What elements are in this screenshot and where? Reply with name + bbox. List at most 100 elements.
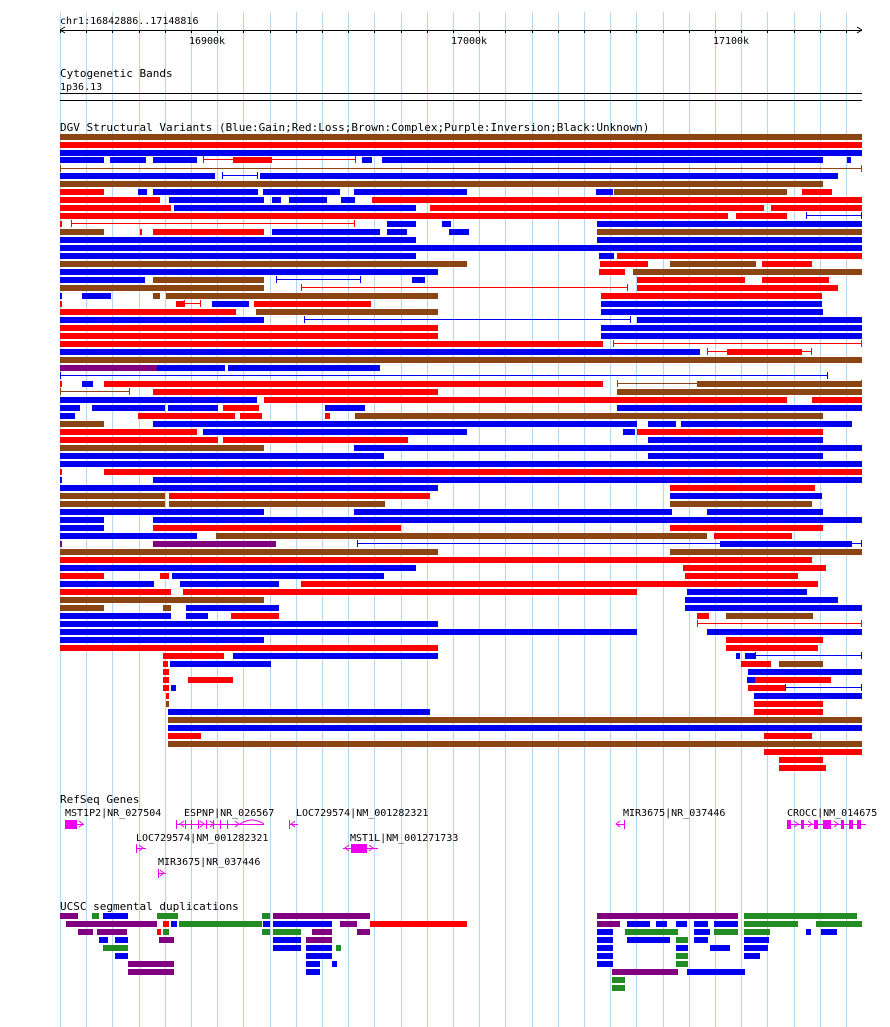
gene-strand-arrow bbox=[833, 820, 839, 828]
dgv-variant-end bbox=[630, 316, 631, 323]
cytoband-label: 1p36.13 bbox=[60, 82, 102, 93]
segdup-feature bbox=[262, 929, 270, 935]
ruler-tick bbox=[505, 30, 506, 33]
dgv-variant bbox=[60, 397, 257, 403]
dgv-variant bbox=[60, 405, 80, 411]
track-title-dgv[interactable]: DGV Structural Variants (Blue:Gain;Red:L… bbox=[60, 121, 649, 134]
dgv-variant bbox=[802, 189, 832, 195]
dgv-variant bbox=[60, 565, 416, 571]
dgv-variant-link bbox=[60, 391, 130, 392]
gene-intron bbox=[239, 819, 265, 825]
segdup-feature bbox=[306, 953, 332, 959]
gene-label[interactable]: LOC729574|NM_001282321 bbox=[296, 808, 428, 819]
segdup-feature bbox=[306, 945, 332, 951]
dgv-variant bbox=[223, 437, 408, 443]
gene-intron bbox=[158, 873, 166, 874]
dgv-variant bbox=[60, 229, 104, 235]
dgv-variant bbox=[596, 189, 613, 195]
dgv-variant bbox=[92, 405, 165, 411]
dgv-variant bbox=[60, 357, 862, 363]
dgv-variant-link bbox=[222, 175, 258, 176]
gene-tick bbox=[185, 820, 186, 829]
dgv-variant bbox=[60, 277, 145, 283]
gene-label[interactable]: MIR3675|NR_037446 bbox=[623, 808, 725, 819]
dgv-variant bbox=[60, 181, 823, 187]
segdup-feature bbox=[676, 961, 688, 967]
dgv-variant bbox=[60, 541, 62, 547]
segdup-feature bbox=[597, 921, 620, 927]
segdup-feature bbox=[816, 921, 862, 927]
dgv-variant bbox=[707, 629, 862, 635]
gene-tick bbox=[191, 820, 192, 829]
dgv-variant bbox=[779, 661, 823, 667]
dgv-variant-end bbox=[184, 300, 185, 307]
dgv-variant bbox=[153, 541, 276, 547]
position-label: chr1:16842886..17148816 bbox=[60, 16, 198, 27]
gene-exon bbox=[351, 844, 367, 853]
dgv-variant bbox=[153, 277, 264, 283]
dgv-variant-link bbox=[806, 215, 862, 216]
dgv-variant bbox=[163, 685, 169, 691]
segdup-feature bbox=[625, 929, 678, 935]
dgv-features[interactable] bbox=[60, 134, 862, 771]
segdup-feature bbox=[612, 977, 625, 983]
dgv-variant bbox=[168, 725, 862, 731]
dgv-variant bbox=[812, 397, 862, 403]
track-title-refseq[interactable]: RefSeq Genes bbox=[60, 793, 139, 806]
segdup-feature bbox=[273, 921, 332, 927]
dgv-variant bbox=[153, 157, 197, 163]
segdup-feature bbox=[744, 913, 857, 919]
dgv-variant bbox=[157, 365, 225, 371]
gene-label[interactable]: MST1P2|NR_027504 bbox=[65, 808, 161, 819]
dgv-variant bbox=[633, 269, 862, 275]
dgv-variant bbox=[104, 381, 603, 387]
ruler bbox=[59, 26, 863, 34]
gene-models[interactable] bbox=[65, 819, 866, 878]
dgv-variant bbox=[60, 341, 603, 347]
dgv-variant bbox=[60, 189, 104, 195]
dgv-variant bbox=[223, 405, 259, 411]
dgv-variant bbox=[60, 461, 862, 467]
ruler-tick bbox=[112, 30, 113, 33]
dgv-variant bbox=[212, 301, 249, 307]
dgv-variant bbox=[60, 573, 104, 579]
dgv-variant bbox=[60, 293, 62, 299]
dgv-variant bbox=[153, 477, 862, 483]
segdup-features[interactable] bbox=[60, 913, 862, 991]
ruler-tick bbox=[60, 30, 61, 33]
dgv-variant-end bbox=[71, 220, 72, 227]
dgv-variant bbox=[168, 733, 201, 739]
track-title-segdups[interactable]: UCSC segmental duplications bbox=[60, 900, 239, 913]
segdup-feature bbox=[612, 969, 678, 975]
gene-label[interactable]: CROCC|NM_014675 bbox=[787, 808, 877, 819]
dgv-variant bbox=[355, 413, 823, 419]
dgv-variant bbox=[755, 677, 831, 683]
gene-label[interactable]: LOC729574|NM_001282321 bbox=[136, 833, 268, 844]
dgv-variant-end bbox=[861, 340, 862, 347]
dgv-variant bbox=[163, 661, 168, 667]
dgv-variant bbox=[648, 453, 823, 459]
dgv-variant bbox=[263, 189, 340, 195]
gene-label[interactable]: MST1L|NM_001271733 bbox=[350, 833, 458, 844]
segdup-feature bbox=[159, 937, 174, 943]
dgv-variant bbox=[60, 485, 438, 491]
dgv-variant bbox=[60, 237, 416, 243]
dgv-variant bbox=[153, 293, 160, 299]
dgv-variant bbox=[637, 277, 745, 283]
dgv-variant bbox=[601, 333, 862, 339]
gene-exon bbox=[849, 820, 853, 829]
dgv-variant bbox=[601, 325, 862, 331]
dgv-variant-end bbox=[861, 684, 862, 691]
dgv-variant-link bbox=[60, 375, 828, 376]
dgv-variant bbox=[60, 325, 438, 331]
dgv-variant bbox=[779, 757, 823, 763]
track-title-cytobands[interactable]: Cytogenetic Bands bbox=[60, 67, 173, 80]
ruler-tick bbox=[401, 30, 402, 33]
gene-tick bbox=[624, 820, 625, 829]
dgv-variant bbox=[748, 669, 757, 675]
dgv-variant-end bbox=[60, 165, 61, 172]
gene-label[interactable]: MIR3675|NR_037446 bbox=[158, 857, 260, 868]
dgv-variant bbox=[231, 613, 279, 619]
dgv-variant bbox=[60, 629, 637, 635]
gene-label[interactable]: ESPNP|NR_026567 bbox=[184, 808, 274, 819]
